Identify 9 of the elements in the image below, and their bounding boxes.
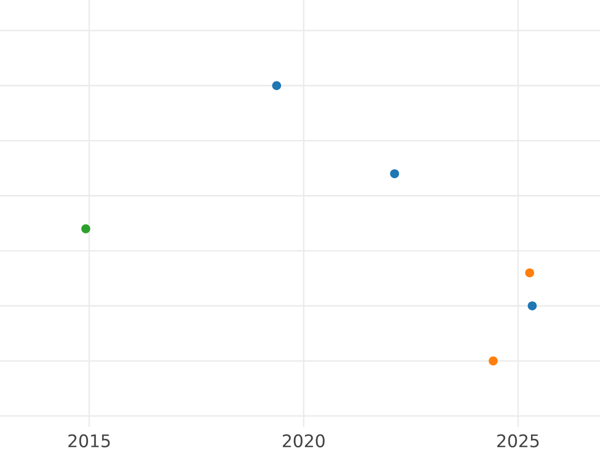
point (528, 301, 537, 310)
point (488, 356, 498, 366)
x-tick-label: 2025 (497, 434, 539, 448)
point (81, 224, 90, 234)
point (390, 169, 400, 178)
point (272, 81, 282, 90)
x-tick-label: 2020 (282, 434, 325, 448)
point (525, 268, 534, 278)
x-tick-label: 2015 (68, 434, 110, 448)
